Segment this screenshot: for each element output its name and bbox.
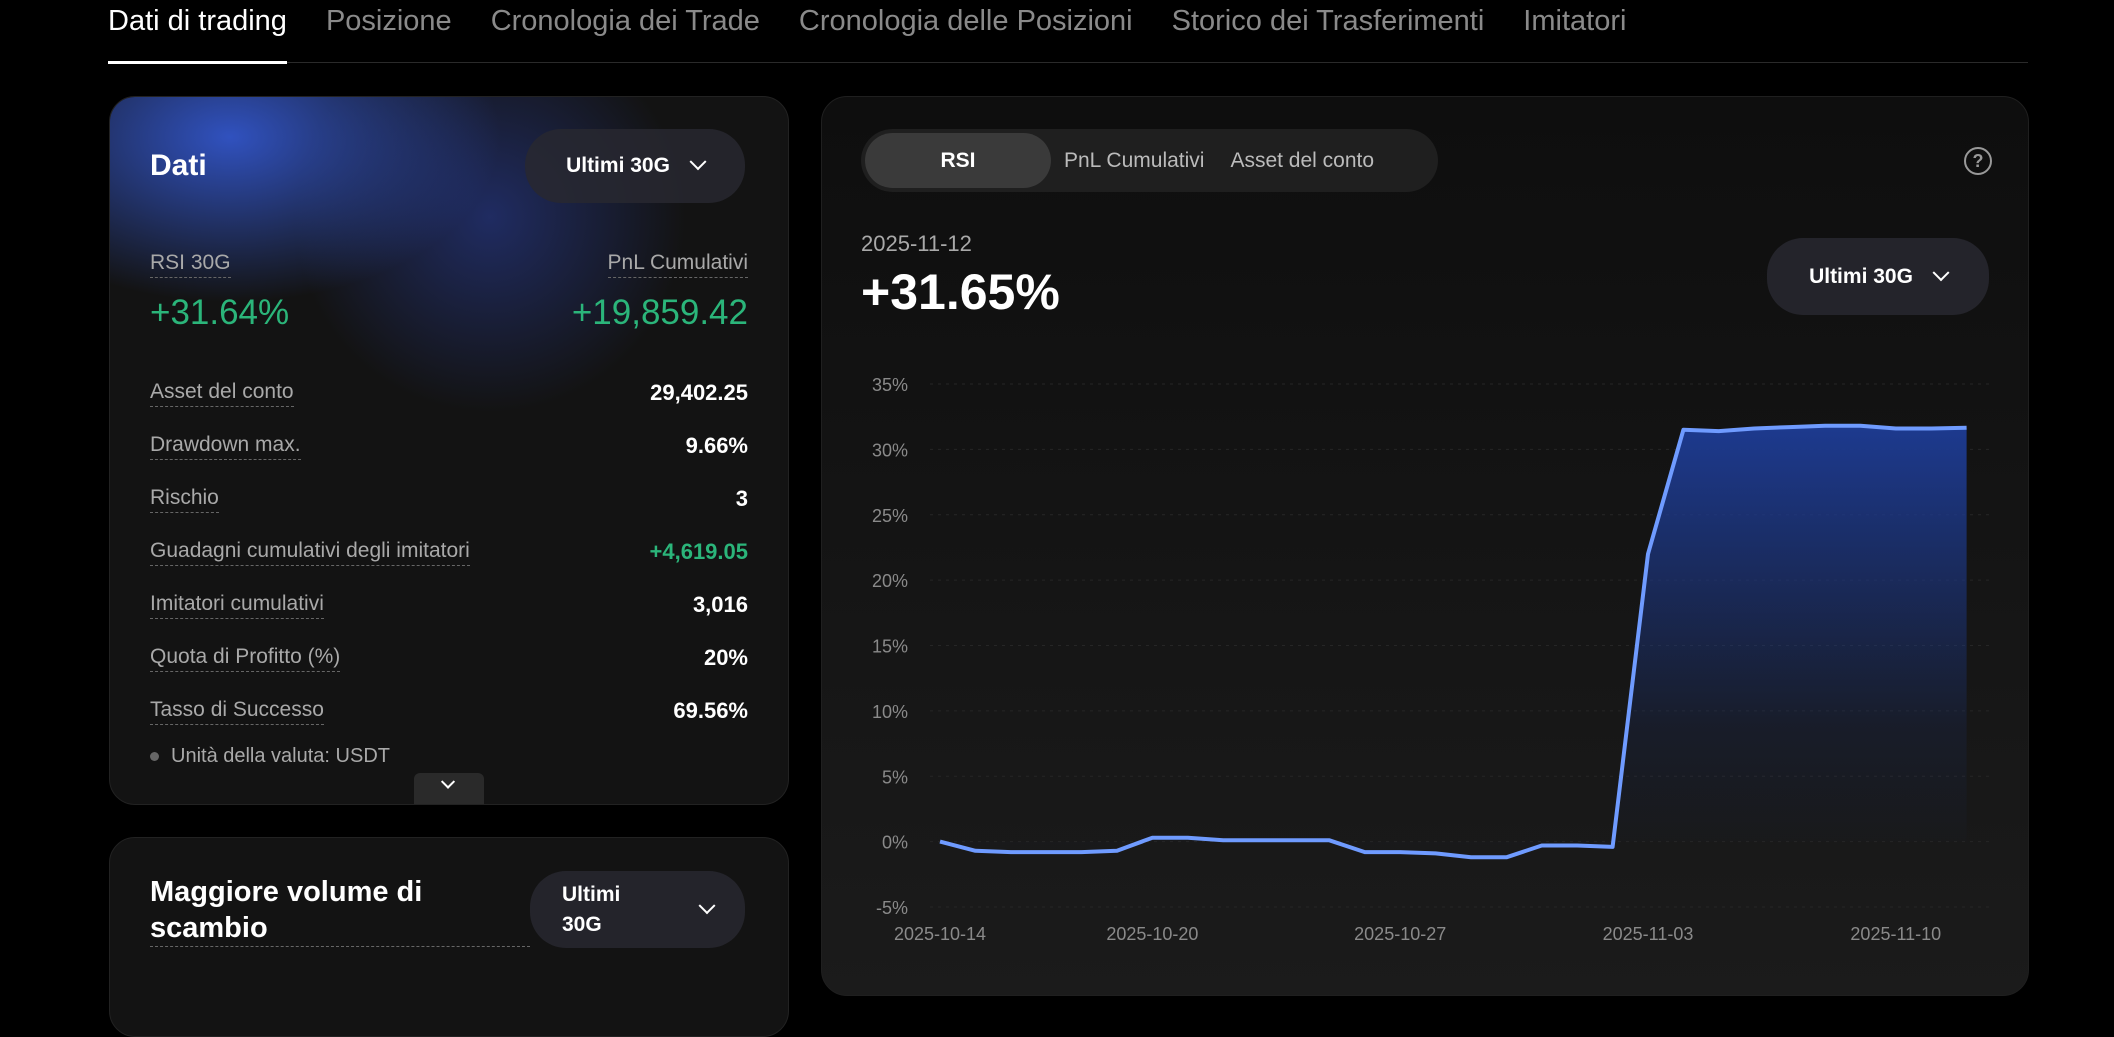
segment-asset-del-conto[interactable]: Asset del conto — [1230, 148, 1375, 172]
y-tick-label: 0% — [882, 833, 908, 853]
stat-value: 9.66% — [685, 433, 748, 458]
tab-cronologia-trade[interactable]: Cronologia dei Trade — [490, 5, 760, 37]
y-tick-label: 15% — [872, 637, 908, 657]
y-tick-label: 35% — [872, 375, 908, 395]
stat-value: +4,619.05 — [649, 539, 748, 564]
volume-period-dropdown[interactable]: Ultimi 30G — [530, 871, 745, 948]
period-dropdown[interactable]: Ultimi 30G — [525, 129, 745, 203]
selected-date: 2025-11-12 — [861, 231, 972, 256]
stat-label: Guadagni cumulativi degli imitatori — [150, 539, 470, 566]
tab-imitatori[interactable]: Imitatori — [1523, 5, 1627, 37]
stat-row: Rischio 3 — [150, 486, 748, 516]
selected-value: +31.65% — [861, 264, 1060, 320]
y-tick-label: -5% — [876, 898, 908, 918]
stat-row: Tasso di Successo 69.56% — [150, 698, 748, 728]
x-tick-label: 2025-11-03 — [1603, 924, 1694, 944]
stat-value: 20% — [703, 645, 748, 670]
y-tick-label: 25% — [872, 506, 908, 526]
tab-bar: Dati di trading Posizione Cronologia dei… — [108, 0, 2028, 64]
area-fill — [940, 425, 1967, 858]
stat-row: Asset del conto 29,402.25 — [150, 380, 748, 410]
stat-row: Imitatori cumulativi 3,016 — [150, 592, 748, 622]
y-tick-label: 30% — [872, 440, 908, 460]
period-label: Ultimi 30G — [1809, 264, 1913, 288]
card-title: Dati — [150, 149, 207, 182]
background-glow — [110, 97, 788, 804]
question-circle-icon[interactable]: ? — [1964, 147, 1992, 175]
bullet-icon — [150, 752, 159, 761]
stat-label: Drawdown max. — [150, 433, 301, 460]
expand-button[interactable] — [414, 773, 484, 804]
rsi-value: +31.64% — [150, 293, 290, 332]
x-tick-label: 2025-11-10 — [1850, 924, 1941, 944]
stat-row: Quota di Profitto (%) 20% — [150, 645, 748, 675]
chart-segment-control: RSI PnL Cumulativi Asset del conto — [861, 129, 1438, 192]
stat-value: 29,402.25 — [650, 380, 748, 405]
stat-label: Rischio — [150, 486, 219, 513]
stat-value: 3,016 — [692, 592, 748, 617]
currency-note-text: Unità della valuta: USDT — [171, 745, 390, 767]
x-tick-label: 2025-10-27 — [1354, 924, 1446, 944]
tab-dati-di-trading[interactable]: Dati di trading — [108, 0, 287, 64]
series-line — [939, 423, 1967, 860]
volume-title: Maggiore volume di scambio — [150, 874, 530, 947]
stat-row: Guadagni cumulativi degli imitatori +4,61… — [150, 539, 748, 569]
stat-row: Drawdown max. 9.66% — [150, 433, 748, 463]
x-tick-label: 2025-10-20 — [1106, 924, 1198, 944]
stat-label: Quota di Profitto (%) — [150, 645, 341, 672]
period-label: Ultimi 30G — [566, 154, 670, 177]
tab-storico-trasferimenti[interactable]: Storico dei Trasferimenti — [1171, 5, 1485, 37]
rsi-label: RSI 30G — [150, 251, 231, 278]
currency-note: Unità della valuta: USDT — [150, 745, 390, 768]
stats-card: Dati Ultimi 30G RSI 30G +31.64% PnL Cumu… — [109, 96, 789, 805]
x-tick-label: 2025-10-14 — [894, 924, 986, 944]
y-tick-label: 20% — [872, 571, 908, 591]
stat-value: 69.56% — [673, 698, 748, 723]
segment-pnl-cumulativi[interactable]: PnL Cumulativi — [1064, 148, 1205, 172]
rsi-chart[interactable]: 35% 30% 25% 20% 15% 10% 5% 0% -5% 2025-10-14 2025-… — [0, 0, 2114, 962]
tab-cronologia-posizioni[interactable]: Cronologia delle Posizioni — [798, 5, 1133, 37]
stat-label: Asset del conto — [150, 380, 294, 407]
tab-posizione[interactable]: Posizione — [325, 5, 452, 37]
chart-period-dropdown[interactable]: Ultimi 30G — [1767, 238, 1989, 315]
y-tick-label: 10% — [872, 702, 908, 722]
period-label: Ultimi 30G — [562, 882, 621, 936]
pnl-value: +19,859.42 — [571, 293, 748, 332]
y-tick-label: 5% — [882, 767, 908, 787]
segment-rsi[interactable]: RSI — [865, 133, 1051, 188]
stat-value: 3 — [735, 486, 748, 511]
stat-label: Tasso di Successo — [150, 698, 324, 725]
stat-label: Imitatori cumulativi — [150, 592, 324, 619]
pnl-label: PnL Cumulativi — [607, 251, 748, 278]
